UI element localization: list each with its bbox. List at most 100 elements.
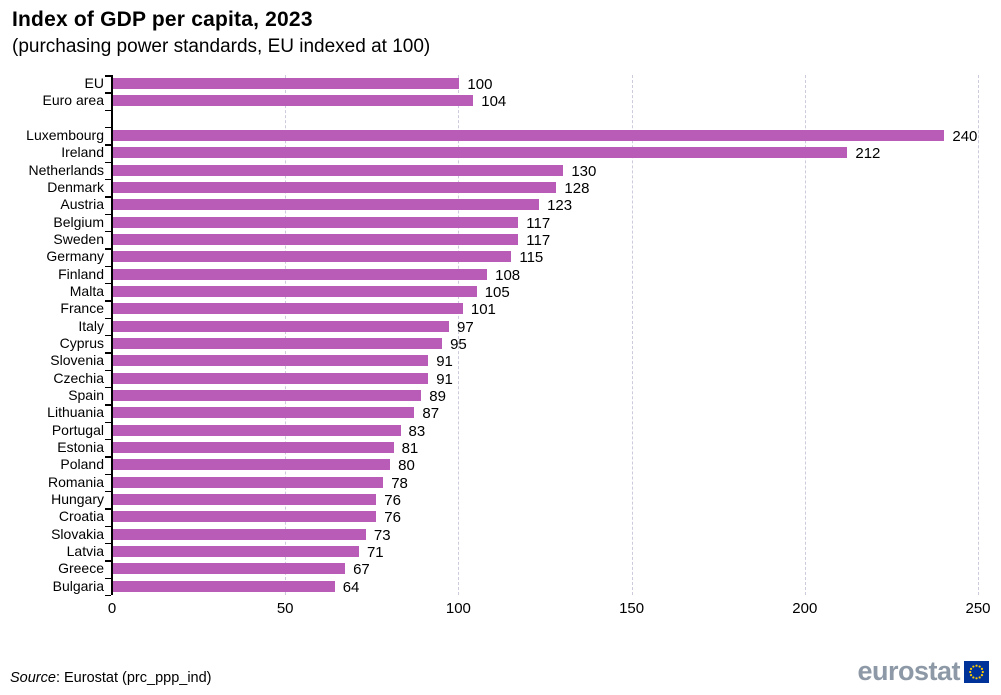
value-label-eu: 100 (467, 76, 493, 93)
bar-cyprus (113, 338, 443, 350)
bar-italy (113, 320, 449, 332)
y-label-romania: Romania (47, 473, 104, 490)
axis-tick (105, 300, 111, 302)
bar-malta (113, 286, 477, 298)
y-label-portugal: Portugal (51, 421, 104, 438)
value-label-bulgaria: 64 (342, 578, 360, 596)
axis-tick (105, 352, 111, 354)
gridline-150 (631, 75, 633, 595)
gridline-250 (978, 75, 979, 595)
x-tick-label-0: 0 (107, 600, 117, 617)
y-label-croatia: Croatia (58, 508, 104, 525)
bar-sweden (113, 234, 519, 246)
y-label-denmark: Denmark (47, 178, 104, 195)
y-label-malta: Malta (69, 282, 104, 299)
y-label-spain: Spain (68, 386, 104, 403)
value-label-hungary: 76 (384, 491, 401, 509)
value-label-latvia: 71 (366, 543, 384, 561)
axis-tick (105, 525, 111, 528)
x-tick-label-50: 50 (276, 600, 294, 617)
bar-latvia (113, 546, 359, 558)
bar-germany (113, 251, 512, 263)
value-label-belgium: 117 (526, 214, 551, 232)
value-label-luxembourg: 240 (952, 127, 978, 145)
bar-belgium (113, 216, 519, 228)
y-label-slovakia: Slovakia (51, 525, 104, 542)
value-label-cyprus: 95 (450, 335, 467, 353)
axis-tick (105, 334, 111, 337)
axis-tick (105, 317, 111, 320)
axis-tick (105, 542, 111, 545)
bar-portugal (113, 424, 401, 436)
value-label-denmark: 128 (564, 179, 590, 197)
bar-estonia (113, 442, 394, 454)
value-label-finland: 108 (495, 266, 521, 284)
value-label-france: 101 (470, 301, 496, 319)
value-label-slovenia: 91 (436, 353, 453, 371)
y-label-poland: Poland (60, 456, 104, 473)
y-label-germany: Germany (46, 248, 104, 265)
bar-netherlands (113, 164, 564, 176)
bar-slovenia (113, 355, 429, 367)
bar-finland (113, 268, 488, 280)
axis-tick (105, 508, 111, 510)
source-note: Source: Eurostat (prc_ppp_ind) (10, 670, 212, 686)
eurostat-logo: eurostat (857, 658, 989, 685)
value-label-estonia: 81 (401, 439, 419, 457)
axis-tick (105, 594, 111, 597)
bar-austria (113, 199, 540, 211)
y-label-cyprus: Cyprus (59, 334, 104, 351)
y-label-euro-area: Euro area (42, 92, 104, 109)
y-label-ireland: Ireland (61, 144, 104, 161)
axis-tick (105, 438, 111, 441)
y-label-italy: Italy (78, 317, 104, 334)
axis-tick (105, 196, 111, 198)
value-label-slovakia: 73 (373, 526, 391, 544)
gridline-100 (458, 75, 460, 595)
y-label-bulgaria: Bulgaria (52, 577, 104, 594)
bar-czechia (113, 372, 429, 384)
value-label-austria: 123 (547, 197, 573, 215)
value-label-portugal: 83 (408, 422, 426, 440)
x-tick-label-200: 200 (792, 600, 818, 617)
axis-tick (105, 248, 111, 250)
axis-tick (105, 282, 111, 285)
axis-tick (105, 473, 111, 476)
value-label-sweden: 117 (526, 231, 551, 249)
axis-tick (105, 456, 111, 458)
bar-eu (113, 78, 460, 90)
axis-tick (105, 178, 111, 181)
y-label-finland: Finland (58, 265, 104, 282)
value-label-italy: 97 (457, 318, 474, 336)
axis-tick (105, 404, 111, 406)
y-label-france: France (60, 300, 104, 317)
value-label-spain: 89 (429, 387, 446, 405)
bar-denmark (113, 182, 557, 194)
y-axis-line (111, 75, 113, 595)
axis-tick (105, 421, 111, 424)
y-label-greece: Greece (58, 560, 104, 577)
value-label-poland: 80 (398, 457, 415, 475)
value-label-netherlands: 130 (571, 162, 597, 180)
source-text: : Eurostat (prc_ppp_ind) (55, 670, 212, 686)
y-label-netherlands: Netherlands (28, 161, 105, 178)
value-label-germany: 115 (519, 249, 544, 267)
bar-france (113, 303, 463, 315)
bar-lithuania (113, 407, 415, 419)
axis-tick (105, 92, 111, 94)
axis-tick (105, 144, 111, 146)
value-label-euro-area: 104 (481, 93, 507, 111)
eurostat-logo-text: eurostat (857, 656, 960, 686)
axis-tick (105, 109, 111, 112)
axis-tick (105, 386, 111, 389)
value-label-romania: 78 (391, 474, 408, 492)
axis-tick (105, 577, 111, 580)
x-tick-label-250: 250 (965, 600, 991, 617)
axis-tick (105, 161, 111, 164)
y-label-hungary: Hungary (51, 490, 104, 507)
y-label-belgium: Belgium (53, 213, 104, 230)
chart-subtitle: (purchasing power standards, EU indexed … (12, 36, 431, 57)
y-label-austria: Austria (60, 196, 104, 213)
axis-tick (105, 369, 111, 372)
y-label-czechia: Czechia (53, 369, 104, 386)
